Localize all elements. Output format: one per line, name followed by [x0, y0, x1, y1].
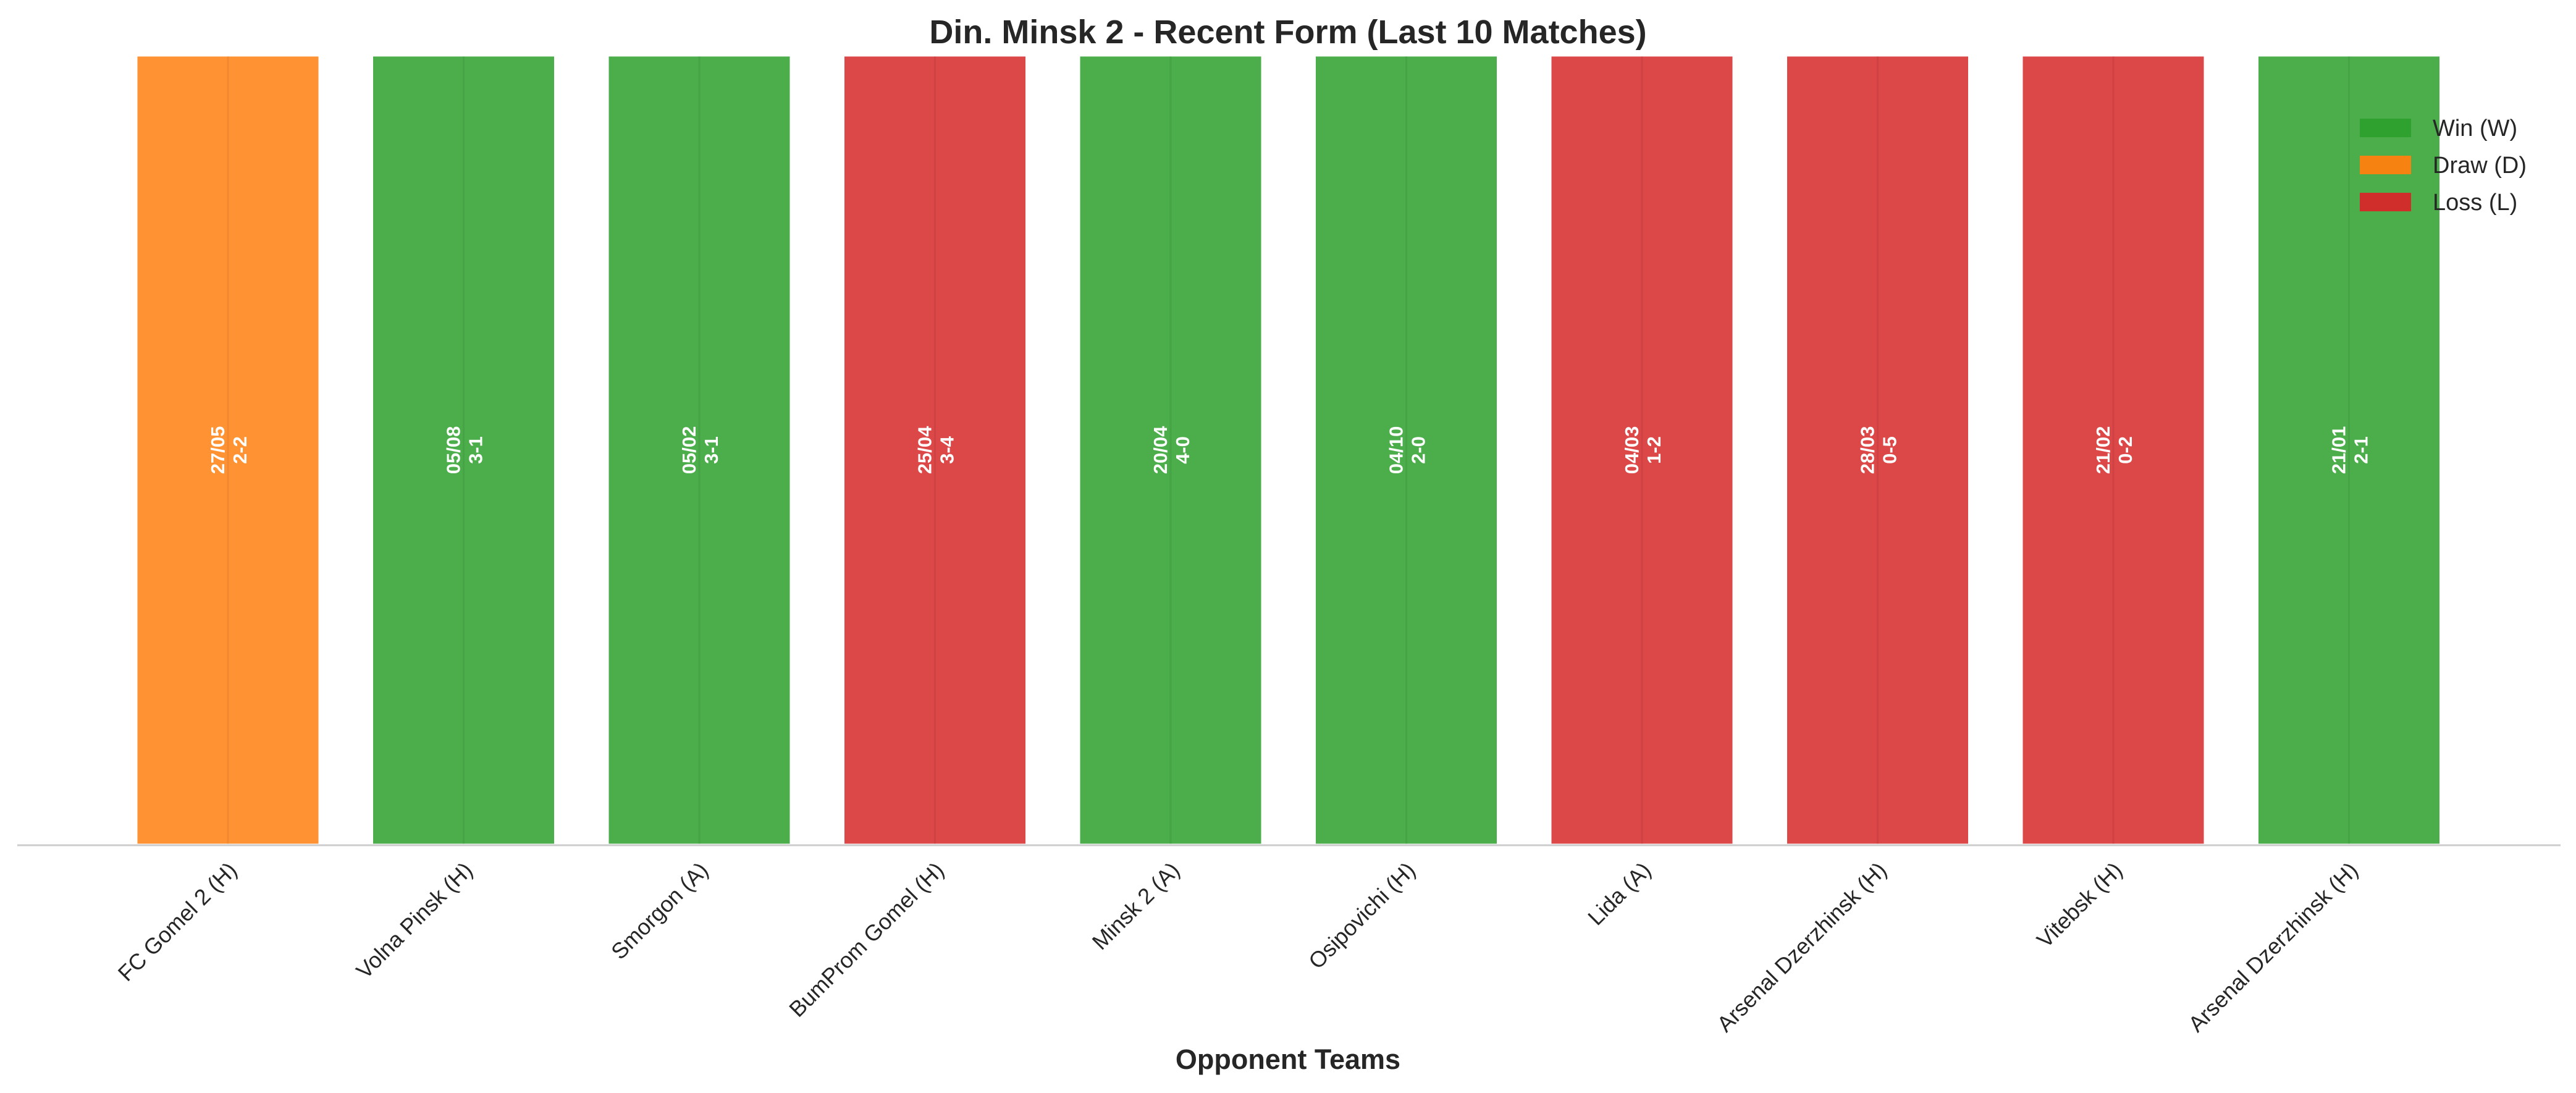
bar-2	[370, 53, 557, 847]
bar-date-label: 21/01	[2328, 426, 2350, 475]
bar-date-label: 25/04	[914, 426, 936, 474]
bar-score-label: 0-2	[2115, 436, 2136, 464]
bar-label-group-2: 05/08 3-1	[443, 426, 487, 475]
bar-score-label: 3-1	[701, 436, 722, 464]
bar-label-group-5: 20/04 4-0	[1150, 426, 1193, 474]
bar-label-group-7: 04/03 1-2	[1621, 426, 1665, 475]
bar-1	[134, 53, 322, 847]
bars-layer: 27/05 2-2 05/08 3-1 05/02 3-1 25/04 3-4 20/04 4-0…	[134, 53, 2443, 847]
chart-title: Din. Minsk 2 - Recent Form (Last 10 Matc…	[929, 14, 1646, 51]
bar-label-group-8: 28/03 0-5	[1857, 426, 1901, 475]
legend: Win (W) Draw (D) Loss (L)	[2360, 116, 2527, 216]
bar-date-label: 05/08	[443, 426, 465, 475]
bar-9	[2019, 53, 2207, 847]
bar-score-label: 4-0	[1172, 436, 1193, 464]
bar-score-label: 3-1	[465, 436, 487, 464]
bar-date-label: 21/02	[2092, 426, 2114, 475]
bar-label-group-9: 21/02 0-2	[2092, 426, 2136, 475]
bar-score-label: 2-2	[229, 436, 251, 464]
bar-score-label: 2-0	[1408, 436, 1429, 464]
bar-label-group-4: 25/04 3-4	[914, 426, 958, 474]
bar-label-group-3: 05/02 3-1	[678, 426, 722, 475]
bar-7	[1548, 53, 1736, 847]
bar-score-label: 2-1	[2351, 436, 2372, 464]
bar-date-label: 20/04	[1150, 426, 1171, 474]
legend-label-w: Win (W)	[2433, 116, 2517, 141]
legend-swatch-d	[2360, 156, 2411, 174]
bar-date-label: 05/02	[678, 426, 700, 475]
legend-label-l: Loss (L)	[2433, 190, 2517, 216]
bar-date-label: 04/03	[1621, 426, 1643, 475]
bar-6	[1313, 53, 1500, 847]
bar-4	[841, 53, 1029, 847]
bar-date-label: 28/03	[1857, 426, 1879, 475]
bar-label-group-10: 21/01 2-1	[2328, 426, 2372, 475]
bar-label-group-1: 27/05 2-2	[207, 426, 251, 475]
x-axis-title: Opponent Teams	[1176, 1044, 1400, 1075]
bar-score-label: 0-5	[1879, 436, 1901, 464]
bar-score-label: 1-2	[1643, 436, 1665, 464]
bar-3	[605, 53, 793, 847]
bar-date-label: 27/05	[207, 426, 229, 475]
legend-swatch-w	[2360, 119, 2411, 137]
bar-10	[2255, 53, 2443, 847]
legend-label-d: Draw (D)	[2433, 153, 2527, 179]
legend-swatch-l	[2360, 193, 2411, 211]
bar-5	[1077, 53, 1265, 847]
bar-date-label: 04/10	[1386, 426, 1407, 475]
bar-score-label: 3-4	[937, 436, 958, 464]
bar-label-group-6: 04/10 2-0	[1386, 426, 1429, 475]
bar-8	[1784, 53, 1971, 847]
